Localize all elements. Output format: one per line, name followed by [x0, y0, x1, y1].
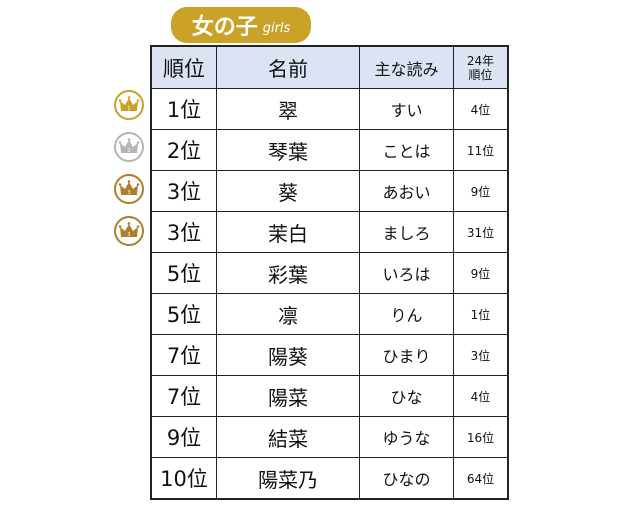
rank-cell: 7位: [150, 334, 217, 376]
name-cell: 葵: [216, 170, 360, 212]
name-cell: 翠: [216, 88, 360, 130]
header-prev-line2: 順位: [468, 67, 493, 82]
title-en: girls: [262, 20, 291, 36]
prev-rank-cell: 3位: [453, 334, 509, 376]
header-rank: 順位: [150, 45, 217, 89]
header-name: 名前: [216, 45, 360, 89]
reading-cell: ひまり: [359, 334, 454, 376]
table-row: 3位葵あおい 9位: [150, 170, 509, 212]
rank-cell: 1位: [150, 88, 217, 130]
crown-label: 3: [127, 190, 130, 196]
table-row: 5位 彩葉 いろは 9位: [150, 252, 509, 294]
name-cell: 陽菜: [216, 375, 360, 417]
table-row: 2位 琴葉 ことは 11位: [150, 129, 509, 171]
rank-cell: 10位: [150, 457, 217, 500]
rank-cell: 5位: [150, 293, 217, 335]
prev-rank-cell: 9位: [453, 252, 509, 294]
crown-label: 1: [127, 106, 130, 112]
title-badge: 女の子 girls: [171, 7, 311, 43]
reading-cell: ことは: [359, 129, 454, 171]
name-cell: 結菜: [216, 416, 360, 458]
title-jp: 女の子: [191, 15, 258, 40]
crown-icon: 2: [114, 132, 144, 162]
reading-cell: りん: [359, 293, 454, 335]
reading-cell: ひな: [359, 375, 454, 417]
rank-cell: 2位: [150, 129, 217, 171]
name-cell: 彩葉: [216, 252, 360, 294]
name-cell: 茉白: [216, 211, 360, 253]
rank-cell: 9位: [150, 416, 217, 458]
name-cell: 陽葵: [216, 334, 360, 376]
rank-cell: 5位: [150, 252, 217, 294]
name-cell: 陽菜乃: [216, 457, 360, 500]
prev-rank-cell: 11位: [453, 129, 509, 171]
name-cell: 凛: [216, 293, 360, 335]
crown-label: 2: [127, 148, 130, 154]
table-row: 9位 結菜 ゆうな 16位: [150, 416, 509, 458]
reading-cell: ましろ: [359, 211, 454, 253]
prev-rank-cell: 4位: [453, 88, 509, 130]
header-row: 順位 名前 主な読み 24年 順位: [150, 45, 509, 89]
prev-rank-cell: 31位: [453, 211, 509, 253]
ranking-table: 順位 名前 主な読み 24年 順位 1位翠すい 4位 2位 琴葉 ことは 11位 3位葵あおい…: [150, 45, 509, 500]
prev-rank-cell: 64位: [453, 457, 509, 500]
crown-icon: 3: [114, 216, 144, 246]
header-reading: 主な読み: [359, 45, 454, 89]
table-row: 1位翠すい 4位: [150, 88, 509, 130]
table-row: 5位凛りん 1位: [150, 293, 509, 335]
name-cell: 琴葉: [216, 129, 360, 171]
table-row: 7位 陽菜 ひな 4位: [150, 375, 509, 417]
table-row: 7位 陽葵 ひまり 3位: [150, 334, 509, 376]
rank-cell: 3位: [150, 211, 217, 253]
reading-cell: ゆうな: [359, 416, 454, 458]
crown-icon: 3: [114, 174, 144, 204]
prev-rank-cell: 16位: [453, 416, 509, 458]
reading-cell: ひなの: [359, 457, 454, 500]
reading-cell: あおい: [359, 170, 454, 212]
reading-cell: いろは: [359, 252, 454, 294]
prev-rank-cell: 9位: [453, 170, 509, 212]
table-row: 3位 茉白 ましろ 31位: [150, 211, 509, 253]
table-row: 10位 陽菜乃 ひなの 64位: [150, 457, 509, 500]
header-prev-line1: 24年: [466, 53, 495, 68]
rank-cell: 7位: [150, 375, 217, 417]
crown-icon: 1: [114, 90, 144, 120]
prev-rank-cell: 1位: [453, 293, 509, 335]
reading-cell: すい: [359, 88, 454, 130]
crown-label: 3: [127, 232, 130, 238]
header-prev-rank: 24年 順位: [453, 45, 509, 89]
prev-rank-cell: 4位: [453, 375, 509, 417]
rank-cell: 3位: [150, 170, 217, 212]
